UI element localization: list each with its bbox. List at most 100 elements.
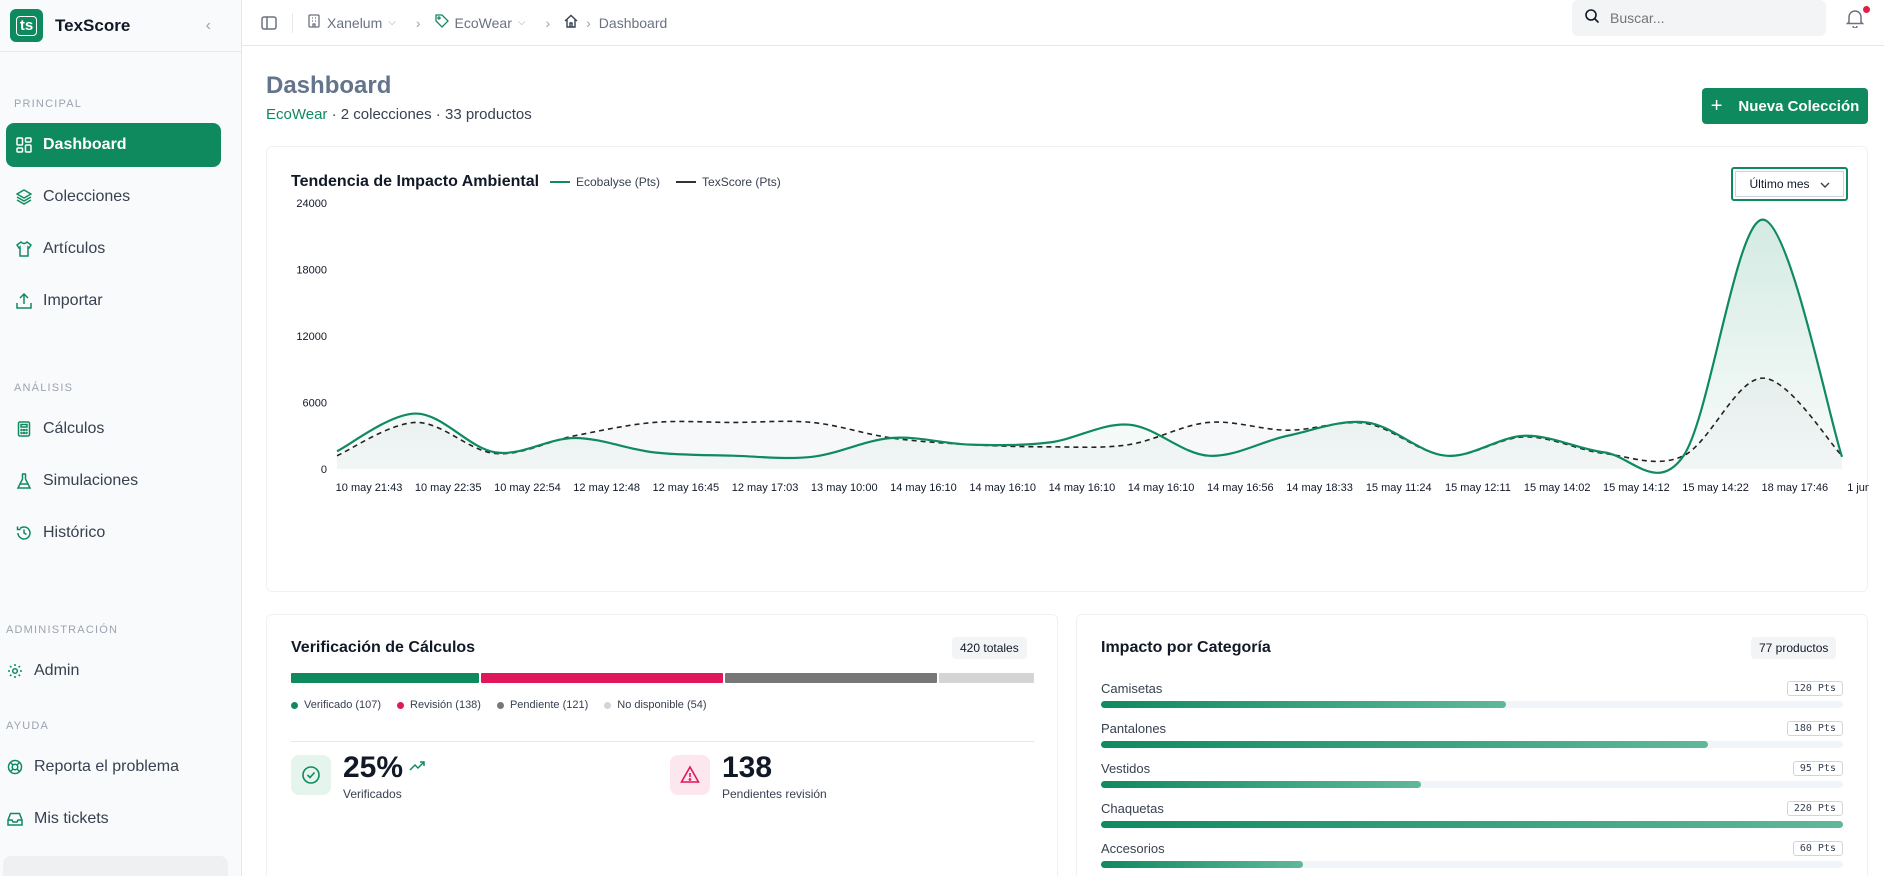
- sidebar-item-admin[interactable]: Admin: [0, 649, 215, 693]
- sidebar-item-label: Simulaciones: [43, 472, 139, 489]
- verification-legend: Verificado (107) Revisión (138) Pendiente …: [291, 699, 723, 711]
- inbox-icon: [6, 810, 24, 828]
- sidebar-item-simulaciones[interactable]: Simulaciones: [6, 459, 221, 503]
- category-value: 220 Pts: [1786, 801, 1843, 816]
- y-tick-label: 24000: [296, 198, 327, 210]
- impact-trend-card: Tendencia de Impacto Ambiental Ecobalyse…: [266, 146, 1869, 592]
- divider: [291, 741, 1034, 742]
- x-tick-label: 12 may 17:03: [732, 482, 799, 494]
- legend-swatch: [676, 181, 697, 183]
- section-label-principal: PRINCIPAL: [14, 98, 83, 110]
- check-circle-icon: [291, 755, 331, 795]
- sidebar-item-tickets[interactable]: Mis tickets: [0, 797, 215, 841]
- sidebar-item-colecciones[interactable]: Colecciones: [6, 175, 221, 219]
- sidebar-item-importar[interactable]: Importar: [6, 279, 221, 323]
- x-tick-label: 14 may 16:10: [969, 482, 1036, 494]
- stat-label: Verificados: [343, 787, 402, 801]
- x-tick-label: 15 may 14:12: [1603, 482, 1670, 494]
- x-tick-label: 12 may 16:45: [653, 482, 720, 494]
- breadcrumb-page[interactable]: › Dashboard: [564, 14, 667, 31]
- category-fill: [1101, 701, 1506, 708]
- verification-title: Verificación de Cálculos: [291, 639, 476, 656]
- total-badge: 420 totales: [952, 637, 1027, 659]
- x-tick-label: 14 may 16:56: [1207, 482, 1274, 494]
- chevron-down-icon: ⌵: [388, 17, 396, 28]
- category-track: [1101, 701, 1843, 708]
- subtitle-text: · 2 colecciones · 33 productos: [331, 106, 532, 123]
- legend-label: Ecobalyse (Pts): [576, 175, 661, 189]
- new-collection-button[interactable]: + Nueva Colección: [1702, 88, 1868, 124]
- history-icon: [15, 524, 33, 542]
- sidebar-item-articulos[interactable]: Artículos: [6, 227, 221, 271]
- category-fill: [1101, 781, 1422, 788]
- chevron-down-icon: ⌵: [517, 17, 526, 28]
- tag-icon: [434, 14, 449, 31]
- y-tick-label: 12000: [296, 331, 327, 343]
- x-tick-label: 12 may 12:48: [573, 482, 640, 494]
- sidebar-item-label: Reporta el problema: [34, 758, 179, 775]
- user-card[interactable]: [3, 856, 228, 876]
- sidebar-item-label: Mis tickets: [34, 810, 109, 827]
- y-tick-label: 18000: [296, 265, 327, 277]
- app-name: TexScore: [55, 15, 131, 35]
- period-label: Último mes: [1749, 177, 1810, 191]
- category-title: Impacto por Categoría: [1101, 639, 1271, 656]
- stacked-segment: [480, 673, 723, 683]
- x-tick-label: 14 may 16:10: [1049, 482, 1116, 494]
- calculator-icon: [15, 420, 33, 438]
- category-row: Vestidos 95 Pts: [1101, 761, 1843, 795]
- category-value: 120 Pts: [1786, 681, 1843, 696]
- dashboard-icon: [15, 136, 33, 154]
- category-name: Camisetas: [1101, 681, 1163, 696]
- chart-title: Tendencia de Impacto Ambiental: [291, 173, 540, 190]
- y-tick-label: 6000: [303, 398, 327, 410]
- stacked-segment: [939, 673, 1034, 683]
- breadcrumb-org[interactable]: Xanelum ⌵: [307, 14, 402, 31]
- home-icon: [564, 14, 578, 31]
- section-label-analisis: ANÁLISIS: [14, 382, 74, 394]
- category-track: [1101, 741, 1843, 748]
- series-area-texscore: [337, 378, 1842, 469]
- collapse-sidebar-icon[interactable]: ‹: [205, 16, 211, 34]
- stat-verified: 25% Verificados: [291, 751, 425, 801]
- breadcrumb-brand[interactable]: EcoWear ⌵: [434, 14, 532, 31]
- breadcrumb-label: EcoWear: [454, 14, 512, 31]
- sidebar-toggle-icon[interactable]: [260, 14, 278, 32]
- category-name: Pantalones: [1101, 721, 1167, 736]
- sidebar-item-calculos[interactable]: Cálculos: [6, 407, 221, 451]
- verification-stacked-bar: [291, 673, 1034, 683]
- stat-value: 25%: [343, 751, 404, 784]
- chevron-down-icon: [1820, 177, 1830, 191]
- legend-item-ecobalyse[interactable]: Ecobalyse (Pts): [550, 175, 660, 189]
- x-tick-label: 14 may 16:10: [1128, 482, 1195, 494]
- sidebar-item-dashboard[interactable]: Dashboard: [6, 123, 221, 167]
- sidebar-item-label: Dashboard: [43, 136, 127, 153]
- brand-link[interactable]: EcoWear: [266, 106, 328, 123]
- legend-item-texscore[interactable]: TexScore (Pts): [676, 175, 781, 189]
- sidebar-item-reporta[interactable]: Reporta el problema: [0, 745, 215, 789]
- legend-item: Verificado (107): [291, 699, 381, 711]
- button-label: Nueva Colección: [1738, 97, 1860, 115]
- page-subtitle: EcoWear · 2 colecciones · 33 productos: [266, 106, 532, 123]
- category-name: Chaquetas: [1101, 801, 1164, 816]
- legend-label: Pendiente (121): [509, 699, 589, 711]
- period-select[interactable]: Último mes: [1731, 167, 1848, 201]
- x-tick-label: 15 may 14:22: [1682, 482, 1749, 494]
- category-value: 180 Pts: [1786, 721, 1843, 736]
- section-label-ayuda: AYUDA: [6, 720, 50, 732]
- search-box[interactable]: [1572, 0, 1826, 36]
- legend-dot: [604, 701, 612, 709]
- bell-icon[interactable]: [1845, 6, 1870, 32]
- sidebar-item-historico[interactable]: Histórico: [6, 511, 221, 555]
- legend-dot: [397, 701, 405, 709]
- category-impact-card: Impacto por Categoría 77 productos Camis…: [1076, 614, 1868, 876]
- x-tick-label: 1 jun 11:28: [1847, 482, 1869, 494]
- x-tick-label: 14 may 18:33: [1286, 482, 1353, 494]
- breadcrumb-separator: ›: [545, 14, 551, 31]
- search-input[interactable]: [1610, 10, 1800, 26]
- topbar: Xanelum ⌵ › EcoWear ⌵ › › Dashboard: [242, 0, 1884, 46]
- legend-swatch: [550, 181, 570, 183]
- page-title: Dashboard: [266, 72, 392, 99]
- sidebar-item-label: Artículos: [43, 240, 106, 257]
- x-tick-label: 18 may 17:46: [1761, 482, 1828, 494]
